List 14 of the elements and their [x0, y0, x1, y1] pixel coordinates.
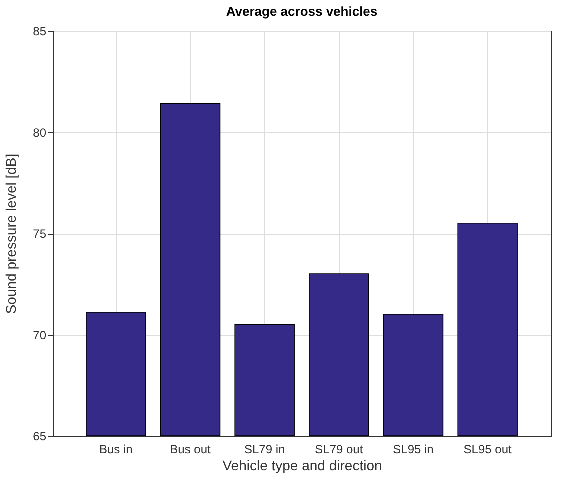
- y-tick-label: 75: [33, 227, 47, 241]
- x-tick-label: Bus out: [170, 442, 212, 456]
- x-tick-label: SL79 in: [244, 442, 286, 456]
- x-tick-label: SL95 out: [464, 442, 513, 456]
- y-tick-label: 70: [33, 328, 47, 342]
- y-tick-label: 80: [33, 126, 47, 140]
- chart-title: Average across vehicles: [226, 4, 378, 19]
- x-tick-label: Bus in: [100, 442, 133, 456]
- y-axis-title: Sound pressure level [dB]: [3, 154, 20, 314]
- x-tick-label: SL95 in: [393, 442, 434, 456]
- x-tick-label: SL79 out: [315, 442, 364, 456]
- x-axis-title: Vehicle type and direction: [222, 458, 382, 474]
- y-tick-label: 65: [33, 430, 47, 444]
- y-tick-label: 85: [33, 24, 47, 38]
